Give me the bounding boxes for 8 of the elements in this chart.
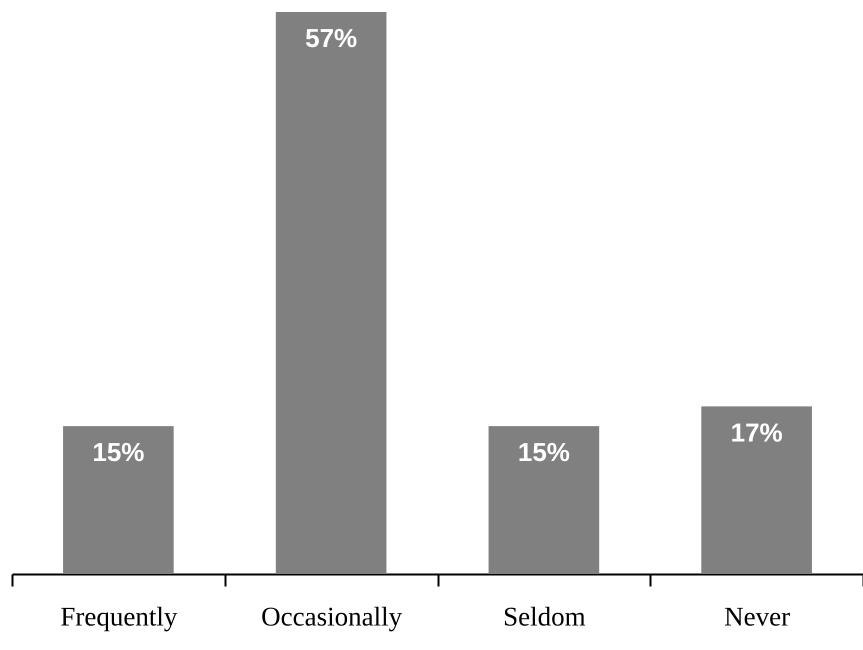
data-label: 15%	[518, 437, 570, 468]
data-label: 17%	[730, 417, 783, 448]
x-tick-label: Never	[724, 602, 790, 632]
x-tick-label: Seldom	[503, 602, 586, 632]
x-tick-label: Occasionally	[261, 602, 403, 632]
x-tick-label: Frequently	[60, 602, 178, 632]
data-label: 15%	[92, 437, 144, 468]
data-label: 57%	[305, 23, 358, 53]
